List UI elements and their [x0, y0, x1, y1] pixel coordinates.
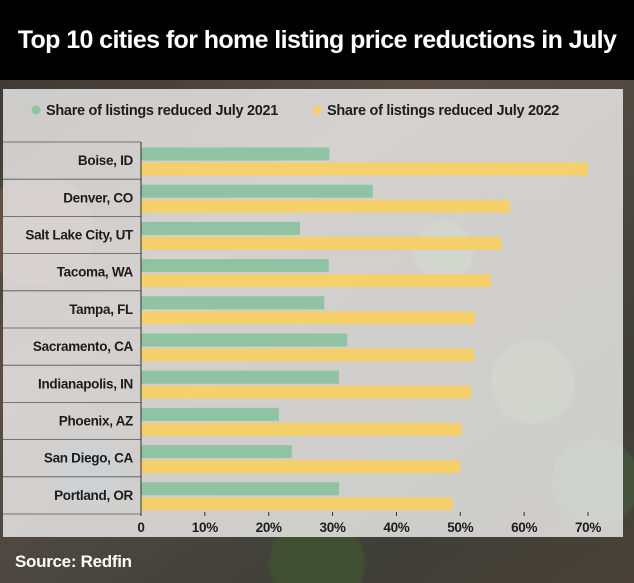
bar-2022 — [141, 385, 472, 399]
x-tick-label: 60% — [511, 520, 537, 535]
bar-2021 — [141, 333, 348, 347]
category-label: Sacramento, CA — [33, 339, 134, 354]
x-tick-label: 10% — [192, 520, 218, 535]
x-axis: 0 10% 20% 30% 40% 50% 60% 70% — [137, 142, 602, 535]
legend-label-2: Share of listings reduced July 2022 — [327, 103, 559, 119]
category-label: Denver, CO — [63, 190, 133, 205]
x-tick-label: 30% — [320, 520, 346, 535]
bar-2021 — [141, 147, 330, 161]
x-tick-label: 20% — [256, 520, 282, 535]
category-label: San Diego, CA — [44, 451, 134, 466]
x-tick-label: 40% — [383, 520, 409, 535]
x-tick-label: 0 — [137, 520, 144, 535]
bar-2022 — [141, 460, 461, 474]
legend-marker-1 — [31, 105, 41, 115]
bar-2021 — [141, 482, 339, 496]
bar-2021 — [141, 221, 301, 235]
category-label: Phoenix, AZ — [59, 414, 133, 429]
chart-title: Top 10 cities for home listing price red… — [0, 0, 634, 80]
bar-2021 — [141, 445, 292, 459]
bar-2022 — [141, 162, 588, 176]
x-tick-label: 50% — [447, 520, 473, 535]
x-tick-label: 70% — [575, 520, 601, 535]
bar-2022 — [141, 422, 462, 436]
bar-2021 — [141, 184, 373, 198]
category-label: Salt Lake City, UT — [25, 228, 134, 243]
legend-marker-2 — [312, 105, 322, 115]
source-note: Source: Redfin — [15, 552, 132, 571]
bar-2022 — [141, 199, 511, 213]
bar-2021 — [141, 259, 329, 273]
bar-2022 — [141, 274, 491, 288]
bar-2021 — [141, 370, 339, 384]
category-label: Boise, ID — [78, 153, 134, 168]
category-rows: Boise, ID Denver, CO Salt Lake City, UT Tac… — [3, 141, 141, 515]
bars — [141, 147, 588, 511]
category-label: Tacoma, WA — [57, 265, 134, 280]
legend-label-1: Share of listings reduced July 2021 — [46, 103, 278, 119]
legend: Share of listings reduced July 2021 Share… — [31, 103, 560, 119]
bar-2022 — [141, 311, 475, 325]
bar-2022 — [141, 497, 453, 511]
bar-2022 — [141, 236, 502, 250]
category-label: Portland, OR — [54, 488, 133, 503]
category-label: Tampa, FL — [69, 302, 133, 317]
category-label: Indianapolis, IN — [38, 376, 133, 391]
bar-2022 — [141, 348, 475, 362]
bar-2021 — [141, 407, 279, 421]
bar-2021 — [141, 296, 325, 310]
